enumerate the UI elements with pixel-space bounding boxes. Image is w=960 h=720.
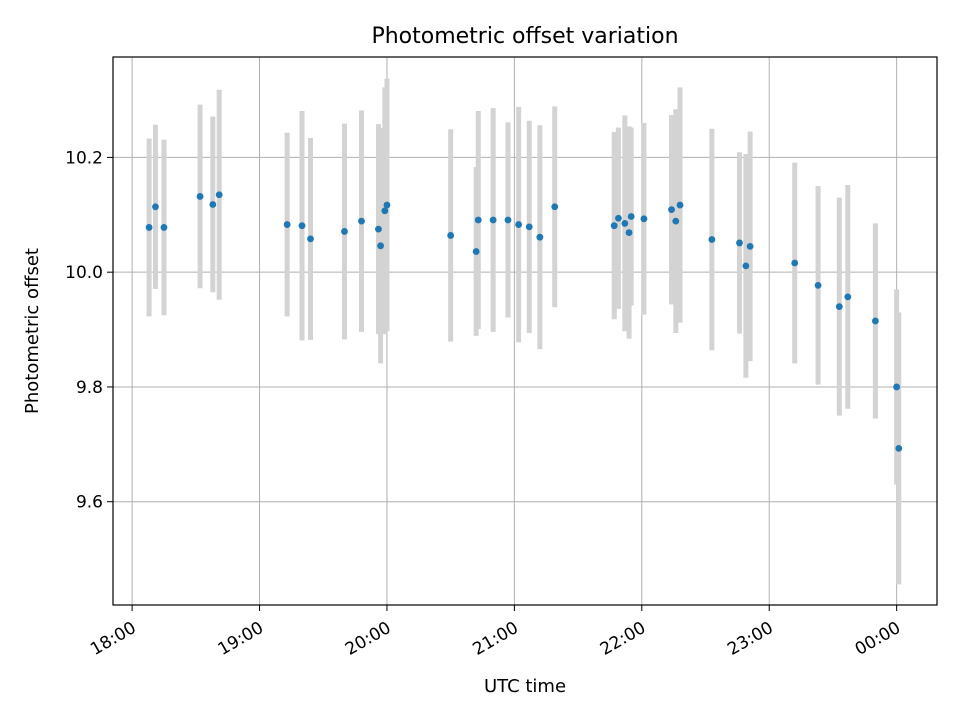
data-point: [215, 191, 223, 199]
x-tick-label: 18:00: [87, 618, 139, 660]
x-tick-label: 23:00: [724, 618, 776, 660]
x-tick-label: 22:00: [597, 618, 649, 660]
y-tick-label: 10.0: [65, 263, 103, 283]
data-point: [341, 228, 348, 235]
data-point: [383, 201, 391, 209]
data-point: [474, 216, 482, 224]
data-point: [895, 444, 903, 452]
data-point: [672, 217, 680, 225]
data-point: [375, 225, 382, 233]
data-point: [515, 221, 523, 228]
data-point: [791, 259, 799, 267]
data-point: [676, 201, 684, 209]
data-point: [472, 248, 480, 255]
y-axis-label: Photometric offset: [22, 248, 43, 414]
x-axis-ticks: 18:00 19:00 20:00 21:00 22:00 23:00 00:00: [87, 605, 904, 660]
x-tick-label: 21:00: [469, 618, 521, 660]
data-point: [283, 221, 291, 228]
data-point: [145, 224, 153, 231]
data-point: [742, 262, 750, 270]
data-point: [298, 222, 306, 230]
x-tick-label: 19:00: [215, 618, 267, 660]
plot-area-frame: [112, 56, 938, 606]
data-point: [152, 203, 159, 211]
data-point: [621, 220, 629, 227]
x-axis-label: UTC time: [484, 676, 566, 697]
y-axis-ticks: 9.6 9.8 10.0 10.2: [65, 148, 113, 513]
data-point: [160, 224, 168, 231]
data-point: [307, 235, 314, 243]
data-point: [209, 201, 217, 208]
data-point: [381, 207, 389, 215]
y-tick-label: 9.6: [76, 493, 103, 513]
data-point: [746, 242, 754, 250]
data-point: [844, 293, 852, 301]
grid-lines: [113, 57, 937, 605]
data-point: [536, 233, 544, 241]
data-point: [814, 281, 822, 289]
data-points: [145, 191, 903, 452]
data-point: [893, 383, 901, 391]
data-point: [736, 239, 743, 247]
data-point: [615, 214, 622, 222]
data-point: [447, 232, 455, 239]
x-tick-label: 20:00: [342, 618, 394, 660]
y-tick-label: 10.2: [65, 148, 103, 168]
chart-title: Photometric offset variation: [371, 24, 678, 49]
data-point: [610, 222, 618, 230]
data-point: [640, 215, 648, 223]
data-point: [196, 193, 204, 200]
data-point: [872, 317, 879, 325]
data-point: [835, 303, 843, 311]
data-point: [358, 217, 365, 225]
data-point: [525, 223, 533, 231]
data-point: [551, 203, 559, 211]
data-point: [708, 236, 716, 243]
y-tick-label: 9.8: [76, 378, 103, 398]
data-point: [377, 242, 384, 250]
data-point: [627, 213, 635, 220]
data-point: [504, 216, 512, 224]
data-point: [489, 216, 497, 224]
data-point: [668, 206, 675, 214]
error-bars: [146, 78, 902, 585]
x-tick-label: 00:00: [852, 618, 904, 660]
data-point: [625, 229, 633, 236]
